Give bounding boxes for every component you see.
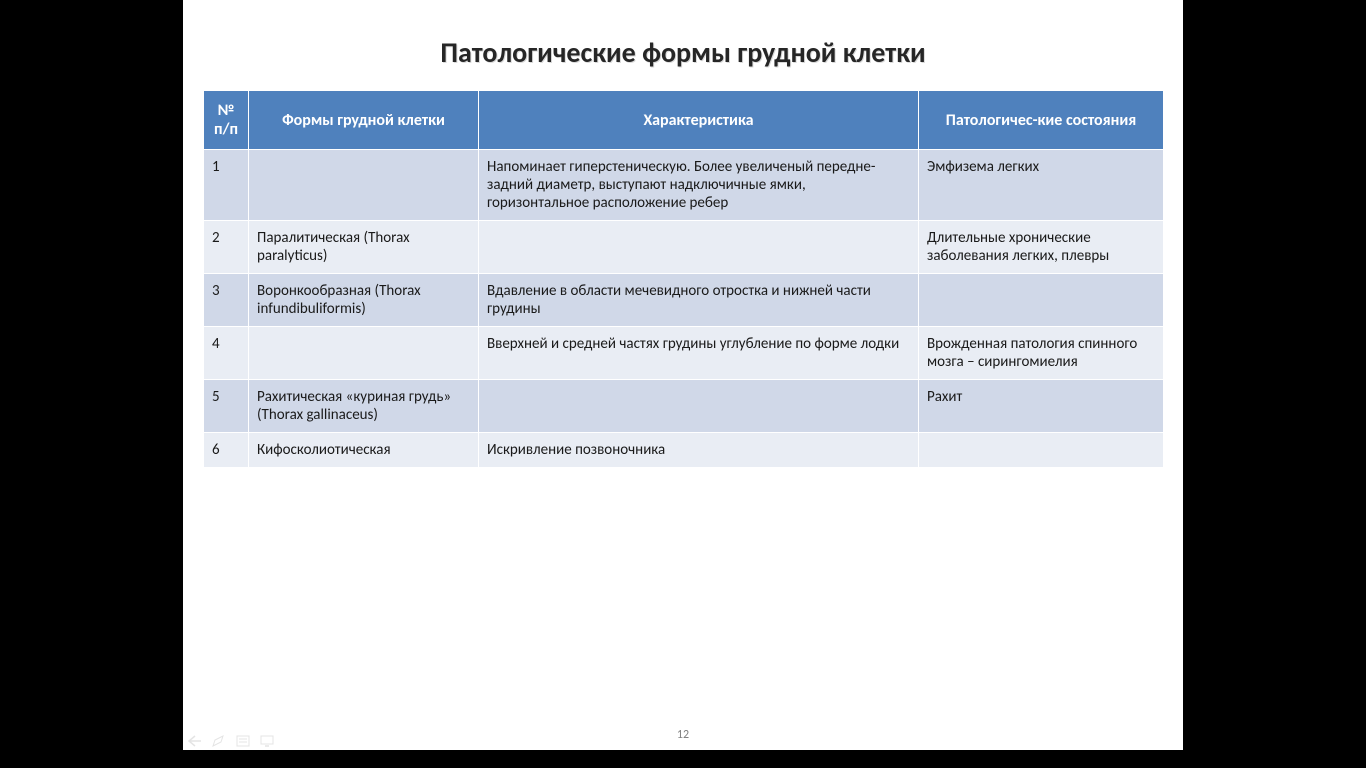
col-header-pathology: Патологичес-кие состояния [919,91,1164,150]
cell-char [479,221,919,274]
cell-num: 1 [204,150,249,221]
col-header-characteristic: Характеристика [479,91,919,150]
cell-form: Кифосколиотическая [249,433,479,468]
table-row: 6 Кифосколиотическая Искривление позвоно… [204,433,1164,468]
screen-icon[interactable] [259,734,275,748]
cell-path: Длительные хронические заболевания легки… [919,221,1164,274]
table-row: 5 Рахитическая «куриная грудь» (Thorax g… [204,380,1164,433]
table-row: 2 Паралитическая (Thorax paralyticus) Дл… [204,221,1164,274]
col-header-form: Формы грудной клетки [249,91,479,150]
cell-path: Рахит [919,380,1164,433]
table-row: 3 Воронкообразная (Thorax infundibulifor… [204,274,1164,327]
table-row: 1 Напоминает гиперстеническую. Более уве… [204,150,1164,221]
cell-form: Рахитическая «куриная грудь» (Thorax gal… [249,380,479,433]
cell-num: 4 [204,327,249,380]
table-header-row: № п/п Формы грудной клетки Характеристик… [204,91,1164,150]
cell-form: Паралитическая (Thorax paralyticus) [249,221,479,274]
chest-forms-table: № п/п Формы грудной клетки Характеристик… [203,90,1164,468]
slideshow-controls [187,734,275,748]
cell-form [249,327,479,380]
cell-num: 3 [204,274,249,327]
cell-path: Врожденная патология спинного мозга – си… [919,327,1164,380]
cell-path: Эмфизема легких [919,150,1164,221]
cell-path [919,433,1164,468]
slide: Патологические формы грудной клетки № п/… [183,0,1183,750]
cell-num: 6 [204,433,249,468]
page-number: 12 [677,728,689,742]
cell-form [249,150,479,221]
table-row: 4 Вверхней и средней частях грудины углу… [204,327,1164,380]
cell-form: Воронкообразная (Thorax infundibuliformi… [249,274,479,327]
cell-char: Вдавление в области мечевидного отростка… [479,274,919,327]
back-arrow-icon[interactable] [187,734,203,748]
cell-char: Напоминает гиперстеническую. Более увели… [479,150,919,221]
cell-path [919,274,1164,327]
slide-title: Патологические формы грудной клетки [203,35,1163,70]
cell-char: Искривление позвоночника [479,433,919,468]
cell-char [479,380,919,433]
cell-num: 5 [204,380,249,433]
menu-icon[interactable] [235,734,251,748]
pen-icon[interactable] [211,734,227,748]
cell-num: 2 [204,221,249,274]
col-header-number: № п/п [204,91,249,150]
cell-char: Вверхней и средней частях грудины углубл… [479,327,919,380]
